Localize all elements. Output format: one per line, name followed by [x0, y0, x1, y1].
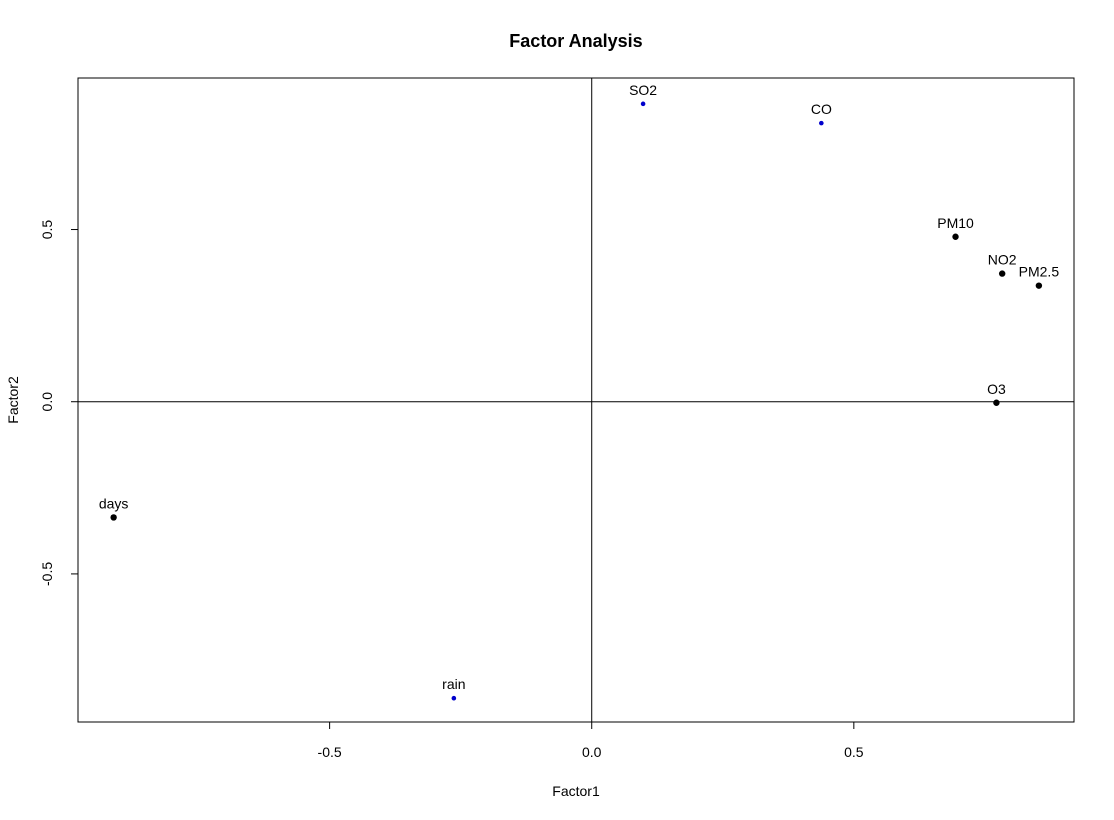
y-tick-label: 0.5 — [39, 220, 55, 240]
point-label: SO2 — [629, 82, 657, 98]
point-label: rain — [442, 676, 465, 692]
point-so2 — [640, 101, 646, 107]
y-tick-label: -0.5 — [39, 562, 55, 586]
point-co — [819, 120, 824, 126]
chart-title: Factor Analysis — [509, 31, 642, 51]
x-axis-label: Factor1 — [552, 783, 600, 799]
reference-lines — [78, 78, 1074, 722]
x-tick-label: 0.5 — [844, 744, 864, 760]
y-axis-label: Factor2 — [5, 376, 21, 424]
point-pm2-5 — [1035, 282, 1043, 289]
point-label: PM2.5 — [1019, 264, 1060, 280]
point-label: days — [99, 495, 129, 511]
x-axis: -0.5 0.0 0.5 — [318, 721, 864, 760]
x-tick-label: 0.0 — [582, 744, 602, 760]
point-label: PM10 — [937, 215, 974, 231]
point-label: O3 — [987, 381, 1006, 397]
point-rain — [451, 695, 457, 701]
point-label: NO2 — [988, 252, 1017, 268]
y-tick-label: 0.0 — [39, 392, 55, 412]
point-o3 — [993, 399, 1000, 406]
point-pm10 — [952, 233, 959, 240]
y-axis: -0.5 0.0 0.5 — [39, 220, 79, 586]
point-no2 — [998, 270, 1006, 277]
point-label: CO — [811, 101, 832, 117]
point-days — [110, 514, 117, 521]
x-tick-label: -0.5 — [318, 744, 342, 760]
